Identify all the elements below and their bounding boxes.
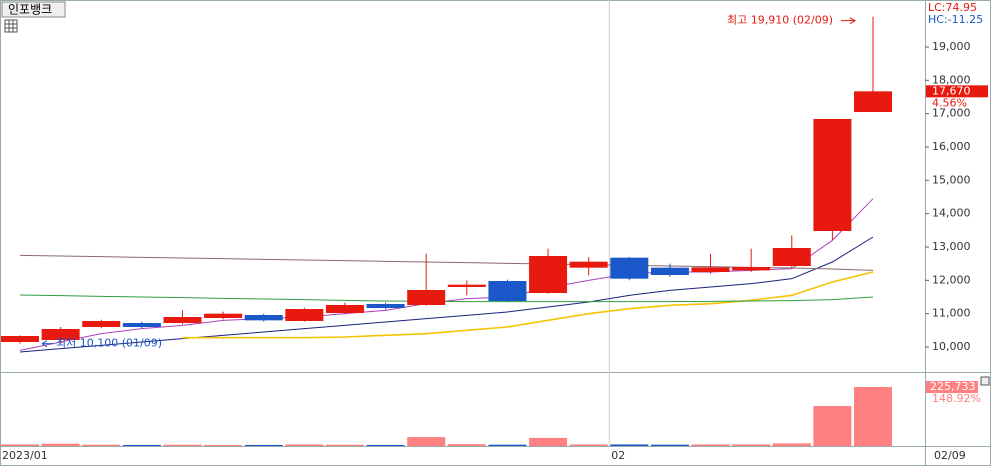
volume-bar <box>285 444 324 446</box>
candle-body <box>610 257 649 279</box>
candle-body <box>447 284 486 287</box>
candle-body <box>1 336 39 342</box>
y-tick-label: 10,000 <box>932 340 971 353</box>
x-tick-label: 02 <box>611 449 625 462</box>
y-tick-label: 19,000 <box>932 40 971 53</box>
table-icon[interactable] <box>4 19 18 33</box>
y-tick-label: 11,000 <box>932 307 971 320</box>
volume-bar <box>447 444 486 446</box>
volume-bar <box>691 444 730 446</box>
volume-bar <box>569 444 608 446</box>
candle-body <box>407 290 446 305</box>
candle-body <box>204 313 243 318</box>
volume-bar <box>488 444 527 446</box>
candle-body <box>854 91 893 112</box>
candle-body <box>569 261 608 268</box>
candle-body <box>529 256 568 293</box>
volume-bar <box>122 444 161 446</box>
moving-average <box>19 236 874 353</box>
volume-bar <box>732 444 771 446</box>
candle-body <box>163 317 202 323</box>
candle-body <box>772 248 811 266</box>
indicator-label: LC:74.95 <box>928 1 977 14</box>
candle-body <box>691 267 730 272</box>
moving-average <box>19 294 874 303</box>
y-tick-label: 15,000 <box>932 173 971 186</box>
volume-bar <box>610 444 649 446</box>
volume-bar <box>244 444 283 446</box>
high-arrow <box>841 17 856 25</box>
volume-bar <box>772 443 811 446</box>
volume-bar <box>82 444 121 446</box>
volume-bar <box>41 443 80 446</box>
candle-body <box>122 323 161 327</box>
change-label: 4.56% <box>932 96 967 109</box>
current-volume-label: 225,733 <box>930 380 976 393</box>
y-tick-label: 14,000 <box>932 207 971 220</box>
y-tick-label: 12,000 <box>932 273 971 286</box>
moving-average <box>19 254 874 271</box>
table-icon-grid <box>5 20 17 32</box>
volume-bar <box>407 437 446 446</box>
volume-bar <box>854 387 893 446</box>
y-tick-label: 13,000 <box>932 240 971 253</box>
volume-bar <box>204 444 243 446</box>
volume-change-label: 148.92% <box>932 392 981 405</box>
current-price-box <box>926 85 988 98</box>
candle-body <box>650 267 689 275</box>
candle-body <box>325 305 364 313</box>
low-arrow <box>41 340 54 348</box>
low-annotation: 최저 10,100 (01/09) <box>56 337 162 350</box>
title-box <box>1 1 66 18</box>
candle-body <box>488 281 527 301</box>
volume-bar <box>163 444 202 446</box>
candle-body <box>813 119 852 231</box>
moving-average <box>182 271 874 339</box>
candle-body <box>285 309 324 321</box>
high-annotation: 최고 19,910 (02/09) <box>727 14 833 27</box>
volume-bar <box>325 444 364 446</box>
current-price-label: 17,670 <box>932 84 971 97</box>
volume-bar <box>366 444 405 446</box>
volume-bar <box>650 444 689 446</box>
chart-title: 인포뱅크 <box>8 3 52 17</box>
y-tick-label: 16,000 <box>932 140 971 153</box>
candle-body <box>732 267 771 271</box>
x-tick-label: 2023/01 <box>2 449 48 462</box>
volume-bar <box>813 406 852 446</box>
indicator-label: HC:-11.25 <box>928 13 983 26</box>
candle-body <box>366 304 405 308</box>
candle-body <box>244 315 283 321</box>
close-button[interactable] <box>980 376 990 386</box>
y-tick-label: 17,000 <box>932 107 971 120</box>
y-tick-label: 18,000 <box>932 73 971 86</box>
volume-bar <box>529 437 568 446</box>
current-volume-box <box>926 381 978 394</box>
date-label: 02/09 <box>934 449 966 462</box>
volume-bar <box>1 444 39 446</box>
candle-body <box>82 321 121 327</box>
candle-body <box>41 329 80 340</box>
